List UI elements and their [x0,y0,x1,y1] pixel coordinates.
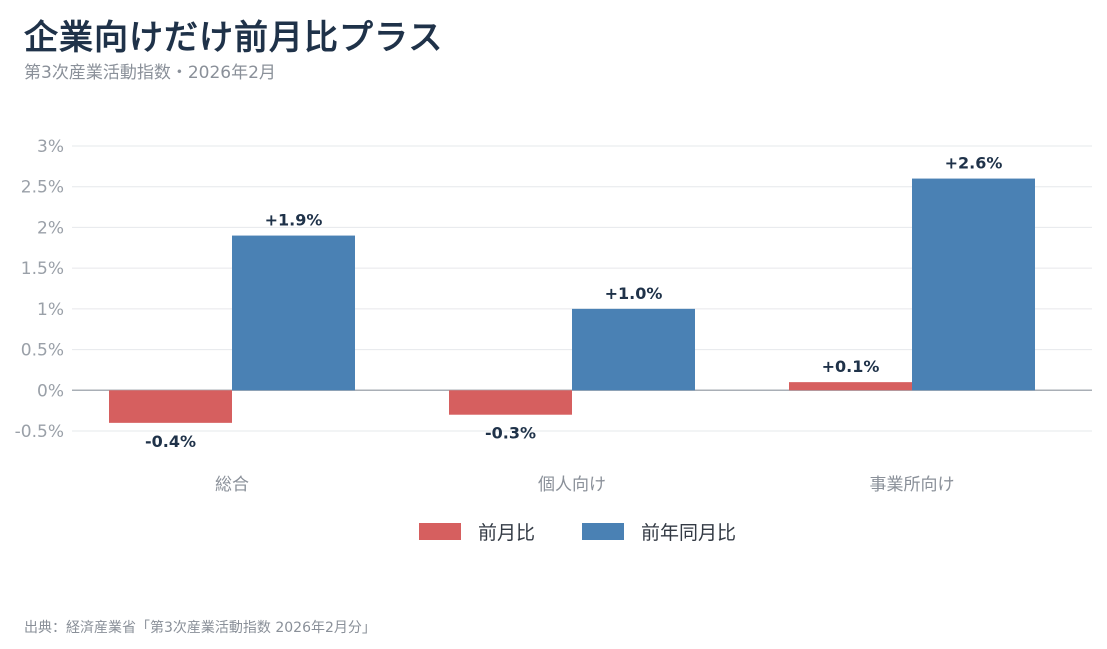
bar-chart: -0.5% 0% 0.5% 1% 1.5% 2% 2.5% 3% -0.4% +1.9% -0.3… [15,137,1092,544]
data-label: +2.6% [945,154,1003,173]
y-axis-ticks: -0.5% 0% 0.5% 1% 1.5% 2% 2.5% 3% [15,137,64,442]
legend-label: 前年同月比 [641,522,736,544]
chart-subtitle: 第3次産業活動指数・2026年2月 [24,63,276,83]
legend-label: 前月比 [478,522,535,544]
data-label: +1.0% [605,284,663,303]
category-label: 事業所向け [870,475,955,495]
data-label: -0.3% [485,424,536,443]
legend-swatch [419,523,461,540]
data-label: +1.9% [265,211,323,230]
bar-mom [449,390,572,415]
chart-title: 企業向けだけ前月比プラス [24,18,444,58]
bars [109,178,1035,423]
bar-yoy [912,178,1035,391]
legend-swatch [582,523,624,540]
bar-yoy [572,308,695,391]
y-tick-label: 1.5% [21,259,64,279]
y-tick-label: 2.5% [21,178,64,198]
x-axis-categories: 総合 個人向け 事業所向け [215,475,955,495]
category-label: 個人向け [538,475,606,495]
y-tick-label: -0.5% [15,422,64,442]
category-label: 総合 [215,475,249,495]
source-note: 出典：経済産業省「第3次産業活動指数 2026年2月分」 [24,620,376,636]
bar-yoy [232,235,355,391]
bar-mom [789,382,912,391]
y-tick-label: 0.5% [21,341,64,361]
y-tick-label: 2% [37,218,64,238]
data-labels: -0.4% +1.9% -0.3% +1.0% +0.1% +2.6% [145,154,1002,451]
data-label: +0.1% [822,357,880,376]
data-label: -0.4% [145,432,196,451]
y-tick-label: 3% [37,137,64,157]
legend: 前月比 前年同月比 [419,522,736,544]
y-tick-label: 1% [37,300,64,320]
y-tick-label: 0% [37,381,64,401]
bar-mom [109,390,232,423]
